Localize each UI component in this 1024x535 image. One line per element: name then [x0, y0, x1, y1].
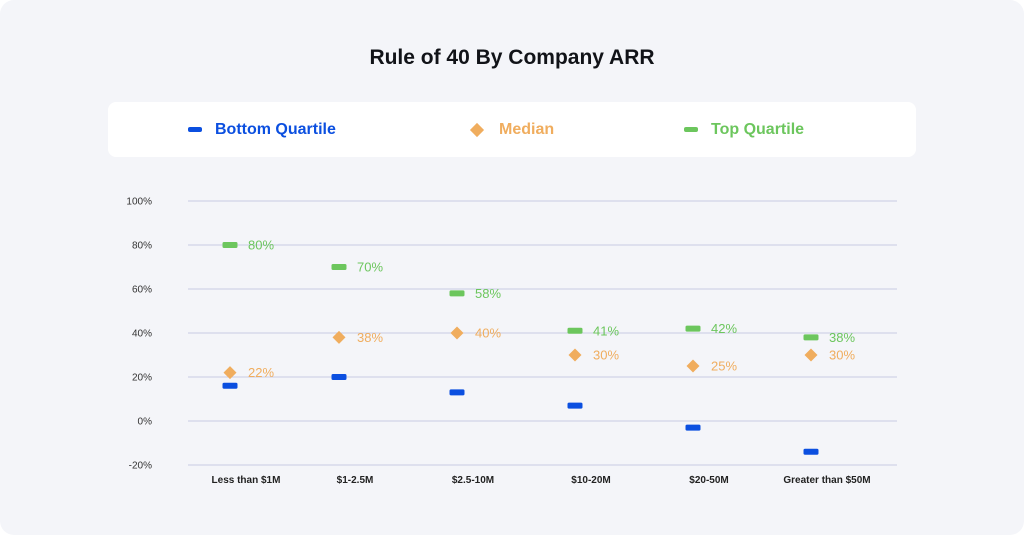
y-tick-label: 60% [132, 285, 152, 296]
x-category-label: $1-2.5M [337, 475, 374, 486]
legend: Bottom Quartile Median Top Quartile [108, 102, 916, 157]
median-data-label: 30% [593, 348, 619, 363]
y-tick-label: 40% [132, 329, 152, 340]
top-quartile-marker [449, 290, 465, 297]
x-category-label: $2.5-10M [452, 475, 494, 486]
top-quartile-marker [803, 334, 819, 341]
top-quartile-marker [685, 325, 701, 332]
bottom-quartile-marker [803, 448, 819, 455]
top-quartile-marker [331, 264, 347, 270]
median-data-label: 38% [357, 330, 383, 345]
y-tick-label: 100% [126, 197, 152, 208]
bottom-quartile-marker [331, 374, 347, 380]
y-tick-label: 80% [132, 241, 152, 252]
top-quartile-data-label: 41% [593, 323, 619, 338]
median-data-label: 25% [711, 359, 737, 374]
legend-label-median: Median [499, 120, 555, 138]
x-category-label: Greater than $50M [783, 475, 870, 486]
top-quartile-marker [567, 327, 583, 334]
median-marker [686, 359, 700, 373]
top-quartile-dash-icon [684, 127, 698, 132]
median-data-label: 30% [829, 348, 855, 363]
bottom-quartile-marker [449, 389, 465, 396]
legend-item-bottom-quartile: Bottom Quartile [188, 102, 336, 157]
bottom-quartile-marker [685, 424, 701, 431]
top-quartile-marker [222, 242, 238, 248]
chart-title: Rule of 40 By Company ARR [369, 46, 655, 69]
bottom-quartile-dash-icon [188, 127, 202, 132]
x-category-label: $10-20M [571, 475, 610, 486]
y-tick-label: 20% [132, 373, 152, 384]
bottom-quartile-marker [222, 382, 238, 389]
median-marker [223, 366, 237, 380]
top-quartile-data-label: 70% [357, 260, 383, 275]
median-marker [332, 330, 346, 344]
legend-label-top-quartile: Top Quartile [711, 120, 805, 138]
legend-item-median: Median [469, 102, 555, 157]
y-tick-label: 0% [138, 417, 153, 428]
y-tick-label: -20% [129, 461, 152, 472]
top-quartile-data-label: 58% [475, 286, 501, 301]
top-quartile-data-label: 42% [711, 321, 737, 336]
median-marker [450, 326, 464, 340]
x-category-label: $20-50M [689, 475, 728, 486]
top-quartile-data-label: 38% [829, 330, 855, 345]
top-quartile-data-label: 80% [248, 238, 274, 253]
median-data-label: 40% [475, 326, 501, 341]
bottom-quartile-marker [567, 402, 583, 409]
legend-item-top-quartile: Top Quartile [684, 102, 804, 157]
median-data-label: 22% [248, 365, 274, 380]
legend-label-bottom-quartile: Bottom Quartile [215, 120, 336, 138]
median-marker [804, 348, 818, 362]
x-category-label: Less than $1M [212, 475, 281, 486]
median-marker [568, 348, 582, 362]
